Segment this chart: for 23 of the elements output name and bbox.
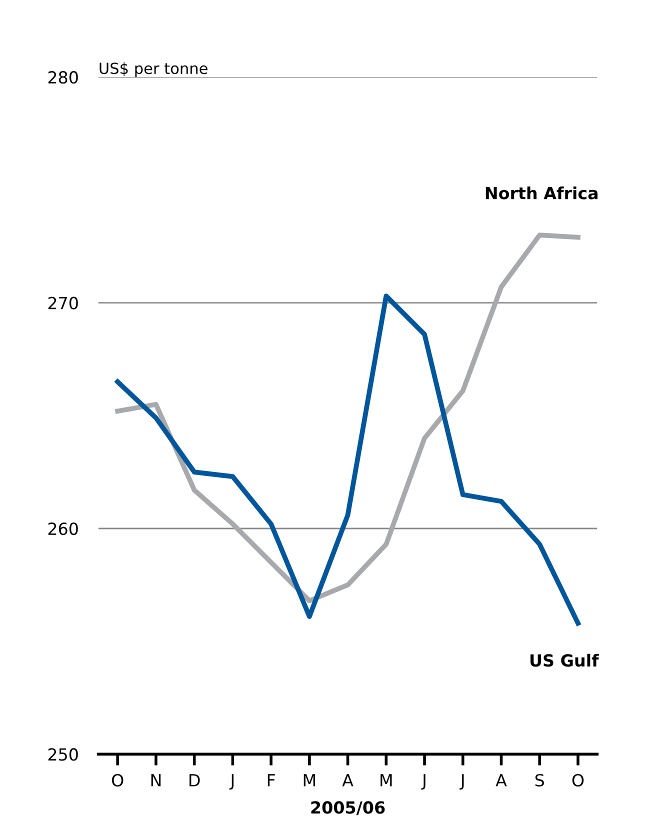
x-tick-label: A (342, 774, 354, 786)
x-tick-label: J (229, 774, 234, 790)
x-tick-label: O (112, 774, 124, 787)
line-series (115, 232, 580, 604)
text: North Africa (486, 186, 598, 200)
y-tick-label: 250 (48, 748, 78, 761)
x-tick-label: D (190, 774, 200, 786)
x-tick-label: F (268, 774, 275, 786)
x-tick-label: S (535, 774, 544, 787)
x-tick-label: J (460, 774, 464, 790)
line-series (115, 294, 580, 626)
x-tick-label: J (421, 774, 426, 790)
y-tick-label: 280 (48, 71, 78, 84)
x-tick-label: A (496, 774, 507, 786)
y-axis-title: US$ per tonne (100, 62, 208, 78)
x-tick-label: M (380, 774, 392, 786)
x-tick-label: M (304, 774, 315, 786)
text: US Gulf (530, 654, 599, 667)
x-tick-label: O (572, 774, 584, 787)
y-tick-label: 270 (48, 296, 78, 310)
x-axis-title: 2005/06 (311, 801, 385, 816)
y-tick-label: 260 (48, 522, 78, 536)
x-tick-label: N (151, 774, 161, 786)
